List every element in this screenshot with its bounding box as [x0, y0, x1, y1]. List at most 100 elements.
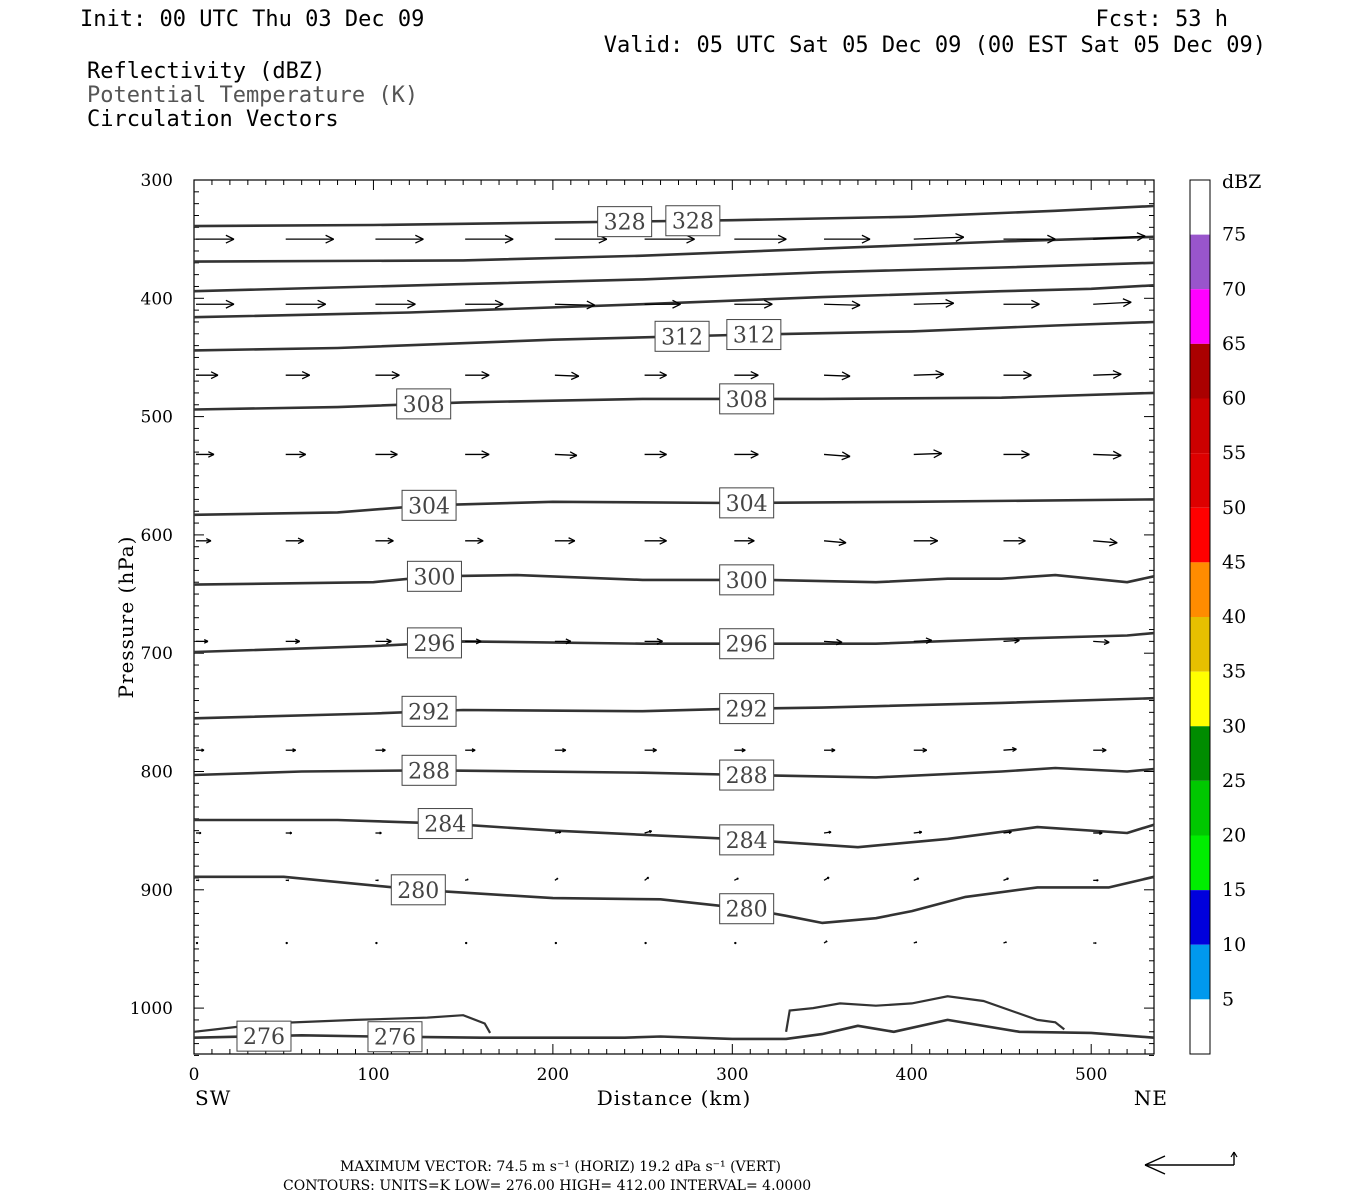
circulation-vector — [824, 638, 843, 646]
circulation-vector — [1093, 747, 1107, 753]
circulation-vector — [285, 638, 301, 645]
circulation-vector — [1093, 450, 1122, 460]
circulation-vector — [913, 369, 945, 379]
y-tick-label: 1000 — [130, 999, 173, 1019]
circulation-vector — [644, 941, 647, 945]
circulation-vector — [554, 537, 576, 545]
colorbar-label: 75 — [1222, 224, 1246, 246]
isentrope-label: 304 — [726, 492, 768, 517]
circulation-vector — [196, 831, 202, 835]
field-potential-temperature: Potential Temperature (K) — [87, 83, 418, 108]
circulation-vector — [1093, 941, 1097, 945]
isentrope-label: 328 — [672, 210, 714, 235]
circulation-vector — [554, 371, 580, 381]
circulation-vector — [285, 831, 293, 835]
circulation-vector — [823, 451, 851, 461]
colorbar-label: 70 — [1222, 278, 1246, 300]
init-time: Init: 00 UTC Thu 03 Dec 09 — [80, 7, 424, 32]
circulation-vector — [644, 450, 667, 459]
isentrope-label: 292 — [408, 700, 450, 725]
circulation-vector — [554, 747, 567, 753]
circulation-vector — [644, 876, 650, 881]
isentrope-label: 300 — [413, 565, 455, 590]
isentrope-label: 296 — [726, 633, 768, 658]
circulation-vector — [465, 234, 514, 244]
isentrope-label-box — [401, 754, 457, 786]
circulation-vector — [644, 638, 663, 645]
circulation-vector — [824, 234, 871, 244]
circulation-vector — [285, 537, 305, 545]
circulation-vector — [285, 299, 327, 309]
colorbar-segment — [1190, 398, 1210, 454]
circulation-vector — [375, 450, 398, 459]
circulation-vector — [196, 879, 200, 882]
reflectivity-contours — [193, 995, 1065, 1034]
isentrope-276 — [193, 1018, 1155, 1041]
isentrope-label: 300 — [726, 569, 768, 594]
x-tick-label: 300 — [716, 1065, 748, 1085]
reference-vector-icon — [1144, 1151, 1238, 1175]
isentrope-label-box — [417, 808, 473, 840]
circulation-vector — [1003, 299, 1040, 309]
y-axis-label: Pressure (hPa) — [114, 536, 138, 699]
isentrope-label: 276 — [243, 1025, 285, 1050]
circulation-vector — [734, 450, 759, 459]
isentrope-label: 292 — [726, 698, 768, 723]
isentrope-label: 312 — [661, 325, 703, 350]
circulation-vector — [734, 234, 787, 244]
colorbar-label: 50 — [1222, 497, 1246, 519]
circulation-vector — [285, 748, 297, 753]
colorbar-segment — [1190, 835, 1210, 891]
axis-ticks: 300 400 500 600 700 800 900 1000 0 100 200 300 400 50… — [130, 171, 1154, 1085]
circulation-vector — [1003, 941, 1007, 944]
circulation-vector — [644, 299, 681, 309]
circulation-vector — [913, 941, 918, 944]
colorbar-label: 10 — [1222, 934, 1246, 956]
y-tick-label: 700 — [141, 644, 173, 664]
circulation-vector — [196, 234, 235, 244]
circulation-vector — [465, 537, 484, 545]
circulation-vector — [196, 451, 215, 458]
isentrope-label-box — [401, 695, 457, 727]
circulation-vector — [1003, 370, 1032, 380]
circulation-vector — [824, 371, 851, 381]
circulation-vector — [1093, 369, 1122, 379]
circulation-vector — [285, 941, 288, 945]
circulation-vector — [465, 299, 504, 309]
y-tick-label: 300 — [141, 171, 173, 191]
isentrope-label: 304 — [408, 494, 450, 519]
isentrope-label-box — [719, 824, 775, 856]
circulation-vector — [644, 829, 653, 834]
isentrope-280 — [194, 875, 1155, 925]
circulation-vector — [465, 638, 482, 645]
contour-info-text: CONTOURS: UNITS=K LOW= 276.00 HIGH= 412.… — [283, 1178, 811, 1194]
colorbar-label: 25 — [1222, 770, 1246, 792]
isentrope-label-box — [236, 1020, 292, 1052]
circulation-vector — [285, 450, 307, 459]
colorbar-segment — [1190, 234, 1210, 290]
circulation-vector — [554, 300, 596, 310]
circulation-vector — [196, 371, 219, 380]
circulation-vector — [823, 876, 830, 881]
isentrope-label-box — [719, 628, 775, 660]
circulation-vector — [464, 878, 469, 881]
colorbar-label: 55 — [1222, 442, 1246, 464]
isentrope-label-box — [654, 320, 710, 352]
colorbar-segment — [1190, 999, 1210, 1054]
colorbar-segment — [1190, 453, 1210, 508]
circulation-vector — [554, 877, 559, 881]
circulation-vector — [734, 299, 773, 309]
circulation-vector — [1003, 536, 1026, 545]
circulation-vector — [554, 638, 572, 645]
circulation-vector — [554, 451, 578, 460]
circulation-vector — [1003, 746, 1017, 753]
circulation-vector — [1003, 234, 1056, 244]
colorbar-label: 15 — [1222, 879, 1246, 901]
reflectivity-contour — [785, 995, 1065, 1032]
circulation-vector — [1093, 878, 1099, 882]
isentrope-label-box — [719, 564, 775, 596]
circulation-vector — [1093, 639, 1110, 646]
y-tick-label: 900 — [141, 881, 173, 901]
circulation-vector — [375, 748, 386, 753]
circulation-vector — [375, 941, 378, 945]
